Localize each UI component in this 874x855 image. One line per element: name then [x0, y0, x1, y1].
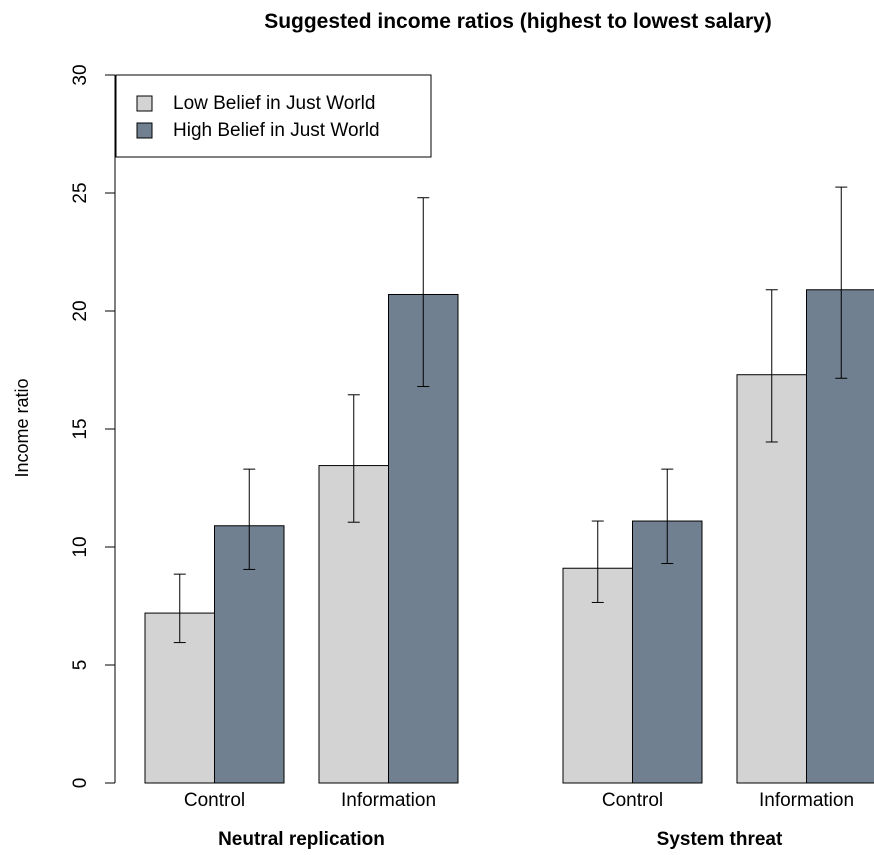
x-axis-labels: Control Information Neutral replication Con… — [184, 790, 854, 850]
legend: Low Belief in Just World High Belief in J… — [115, 74, 432, 158]
y-tick-label: 0 — [70, 778, 91, 789]
group-label: System threat — [657, 829, 783, 850]
y-tick-label: 10 — [70, 536, 91, 557]
y-tick-label: 25 — [70, 182, 91, 203]
error-bars — [173, 186, 848, 644]
y-tick-label: 15 — [70, 418, 91, 439]
bar — [388, 293, 459, 784]
chart-title: Suggested income ratios (highest to lowe… — [264, 10, 772, 33]
bar — [806, 289, 874, 784]
category-label: Control — [602, 790, 663, 811]
legend-swatch — [136, 122, 153, 139]
y-tick-label: 5 — [70, 660, 91, 671]
legend-label: High Belief in Just World — [173, 120, 380, 141]
y-axis-label: Income ratio — [12, 378, 32, 477]
bar-series-area — [144, 289, 874, 784]
category-label: Information — [759, 790, 854, 811]
category-label: Control — [184, 790, 245, 811]
bar — [632, 520, 703, 784]
y-axis: 0 5 10 15 20 25 30 — [70, 64, 116, 789]
legend-label: Low Belief in Just World — [173, 93, 375, 114]
legend-box — [115, 74, 432, 158]
legend-swatch — [136, 95, 153, 112]
y-tick-label: 30 — [70, 64, 91, 85]
y-tick-label: 20 — [70, 300, 91, 321]
category-label: Information — [341, 790, 436, 811]
group-label: Neutral replication — [218, 829, 385, 850]
